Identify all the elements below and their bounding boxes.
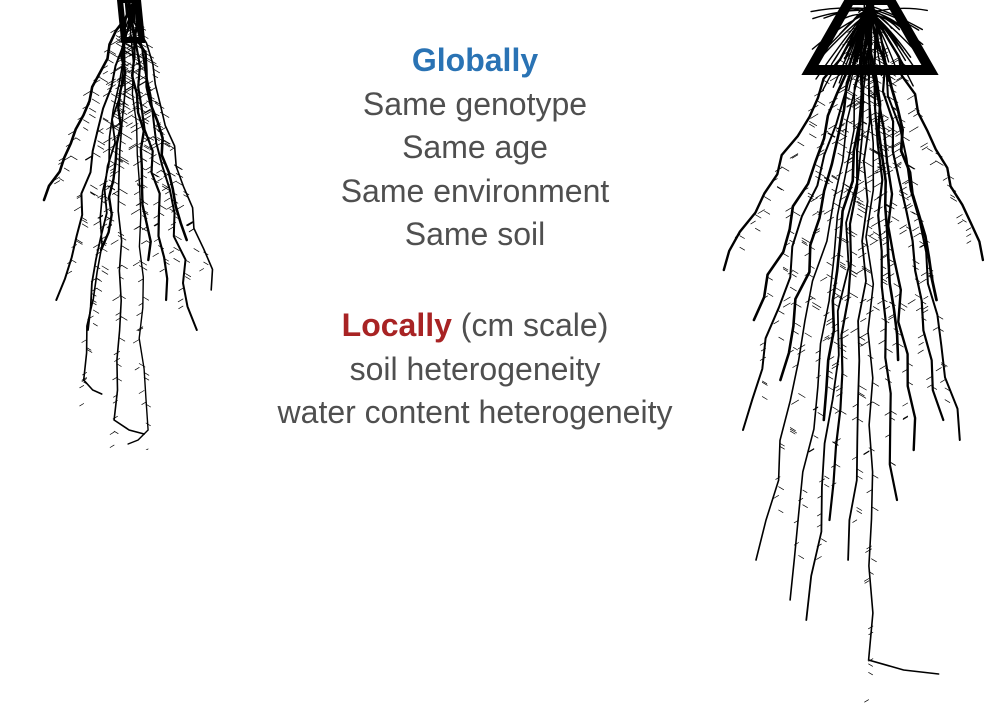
left-root-3 bbox=[113, 1, 145, 435]
left-root-8-laterals bbox=[103, 19, 145, 229]
left-root-crown bbox=[116, 0, 146, 43]
right-root-9 bbox=[866, 0, 917, 452]
left-root-2-laterals bbox=[79, 38, 135, 407]
right-root-4 bbox=[805, 1, 870, 621]
left-root-5 bbox=[131, 0, 169, 302]
local-qualifier: (cm scale) bbox=[451, 307, 609, 343]
right-root-7 bbox=[865, 1, 940, 675]
local-item-soil-heterogeneity: soil heterogeneity bbox=[349, 350, 601, 387]
right-root-12-laterals bbox=[866, 26, 972, 244]
global-conditions-block: Globally Same genotype Same age Same env… bbox=[245, 39, 705, 257]
root-system-right-image bbox=[722, 0, 985, 703]
local-conditions-block: Locally (cm scale) soil heterogeneity wa… bbox=[245, 304, 705, 435]
global-item-soil: Same soil bbox=[404, 216, 546, 252]
right-root-3 bbox=[789, 1, 867, 601]
left-root-2 bbox=[82, 1, 137, 395]
left-root-0 bbox=[42, 0, 129, 202]
right-root-crown bbox=[801, 0, 939, 75]
left-root-7 bbox=[133, 1, 214, 291]
local-heading-line: Locally (cm scale) bbox=[245, 304, 705, 348]
global-heading: Globally bbox=[411, 42, 539, 78]
right-root-15 bbox=[865, 0, 900, 362]
left-root-6 bbox=[134, 1, 198, 331]
local-item-water-heterogeneity: water content heterogeneity bbox=[277, 394, 673, 430]
left-root-11 bbox=[87, 1, 130, 331]
right-root-17 bbox=[752, 0, 875, 322]
global-item-environment: Same environment bbox=[340, 172, 610, 209]
right-root-2 bbox=[755, 1, 870, 561]
left-root-4 bbox=[127, 1, 149, 445]
right-root-6 bbox=[847, 1, 873, 561]
global-item-age: Same age bbox=[402, 129, 548, 165]
right-root-crown-fibers bbox=[809, 4, 928, 91]
root-system-left-image bbox=[42, 0, 214, 450]
global-item-genotype: Same genotype bbox=[362, 85, 588, 122]
local-heading: Locally bbox=[341, 307, 452, 343]
